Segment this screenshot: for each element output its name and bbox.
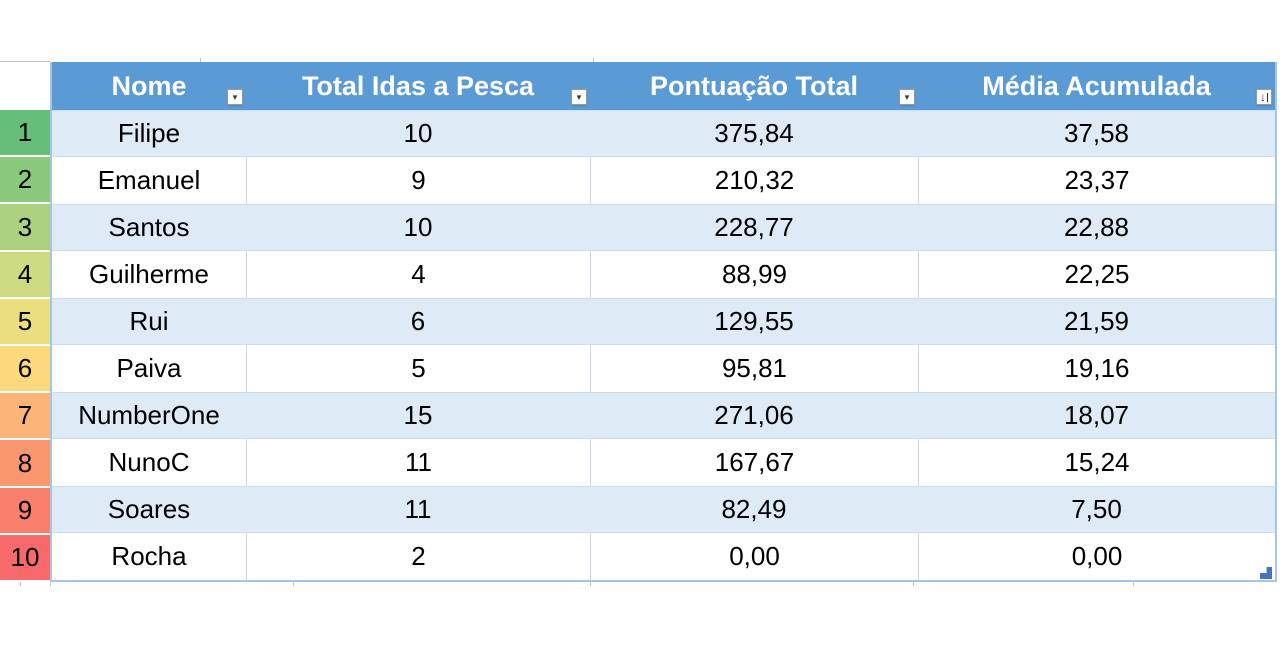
rank-cell[interactable]: 2 — [0, 155, 50, 203]
cell-pontuacao[interactable]: 88,99 — [590, 251, 918, 298]
gridline-stub — [20, 582, 21, 586]
cell-pontuacao[interactable]: 95,81 — [590, 345, 918, 392]
cell-total_idas[interactable]: 11 — [404, 494, 432, 524]
column-header-label: Total Idas a Pesca — [301, 70, 535, 101]
rank-cell[interactable]: 8 — [0, 438, 50, 486]
cell-media[interactable]: 22,25 — [918, 251, 1275, 298]
cell-total_idas[interactable]: 9 — [246, 157, 590, 204]
table-header-row: Nome ▾ Total Idas a Pesca ▾ Pontuação Total ▾… — [52, 62, 1275, 110]
cell-pontuacao[interactable]: 210,32 — [590, 157, 918, 204]
cell-pontuacao[interactable]: 375,84 — [714, 118, 794, 148]
table-row: Santos 10 228,77 22,88 — [52, 204, 1275, 251]
cell-total_idas[interactable]: 11 — [246, 439, 590, 486]
cell-pontuacao[interactable]: 271,06 — [714, 400, 794, 430]
table-row: Filipe 10 375,84 37,58 — [52, 110, 1275, 157]
cell-pontuacao[interactable]: 167,67 — [590, 439, 918, 486]
gridline-stub — [913, 582, 914, 586]
rank-cell[interactable]: 5 — [0, 296, 50, 345]
rank-cell[interactable]: 9 — [0, 485, 50, 533]
column-header-label: Nome — [111, 70, 187, 101]
column-header-total_idas[interactable]: Total Idas a Pesca ▾ — [246, 62, 590, 110]
gridline-stub — [50, 582, 51, 586]
rank-cell[interactable]: 7 — [0, 391, 50, 439]
cell-media[interactable]: 15,24 — [918, 439, 1275, 486]
cell-total_idas[interactable]: 4 — [246, 251, 590, 298]
cell-media[interactable]: 21,59 — [1063, 306, 1130, 336]
table-row: NumberOne 15 271,06 18,07 — [52, 392, 1275, 439]
cell-media[interactable]: 19,16 — [918, 345, 1275, 392]
cell-pontuacao[interactable]: 0,00 — [590, 533, 918, 580]
cell-nome[interactable]: Guilherme — [89, 259, 209, 289]
column-header-pontuacao[interactable]: Pontuação Total ▾ — [590, 62, 918, 110]
gridline-stub — [593, 58, 594, 62]
column-header-nome[interactable]: Nome ▾ — [52, 62, 246, 110]
cell-nome[interactable]: Filipe — [117, 118, 181, 148]
gridline-stub — [200, 58, 201, 62]
rank-cell[interactable]: 3 — [0, 202, 50, 250]
filter-dropdown-icon[interactable]: ▾ — [227, 89, 243, 105]
column-header-label: Pontuação Total — [649, 70, 858, 101]
cell-nome[interactable]: Rocha — [111, 541, 187, 571]
cell-media[interactable]: 23,37 — [918, 157, 1275, 204]
table-row: Rocha 2 0,00 0,00 — [52, 533, 1275, 580]
table-row: Paiva 5 95,81 19,16 — [52, 345, 1275, 392]
cell-nome[interactable]: Paiva — [116, 353, 182, 383]
cell-nome[interactable]: Emanuel — [97, 165, 201, 195]
filter-dropdown-icon[interactable]: ▾ — [571, 89, 587, 105]
corner-cell[interactable] — [0, 61, 50, 110]
cell-total_idas[interactable]: 5 — [246, 345, 590, 392]
cell-nome[interactable]: Rui — [129, 306, 169, 336]
rank-cell[interactable]: 4 — [0, 249, 50, 297]
cell-media[interactable]: 7,50 — [1071, 494, 1122, 524]
sort-bar-glyph — [1267, 92, 1268, 102]
cell-pontuacao[interactable]: 228,77 — [714, 212, 794, 242]
filter-dropdown-icon[interactable]: ▾ — [899, 89, 915, 105]
column-header-label: Média Acumulada — [982, 70, 1211, 101]
cell-total_idas[interactable]: 6 — [410, 306, 426, 336]
cell-nome[interactable]: NunoC — [108, 447, 190, 477]
cell-pontuacao[interactable]: 129,55 — [714, 306, 794, 336]
cell-total_idas[interactable]: 2 — [246, 533, 590, 580]
table-row: Emanuel 9 210,32 23,37 — [52, 157, 1275, 204]
cell-pontuacao[interactable]: 82,49 — [721, 494, 787, 524]
table-row: Soares 11 82,49 7,50 — [52, 486, 1275, 533]
cell-media[interactable]: 0,00 — [918, 533, 1275, 580]
cell-media[interactable]: 22,88 — [1063, 212, 1130, 242]
rank-cell[interactable]: 1 — [0, 110, 50, 156]
cell-media[interactable]: 37,58 — [1063, 118, 1130, 148]
cell-nome[interactable]: NumberOne — [78, 400, 220, 430]
gridline-stub — [590, 582, 591, 586]
cell-nome[interactable]: Santos — [108, 212, 190, 242]
rank-column: 1 2 3 4 5 6 7 8 9 10 — [0, 110, 50, 581]
table-body: Filipe 10 375,84 37,58 Emanuel 9 210,32 23,37 Sa… — [52, 110, 1275, 580]
rank-cell[interactable]: 10 — [0, 532, 50, 581]
data-table: Nome ▾ Total Idas a Pesca ▾ Pontuação Total ▾… — [50, 62, 1277, 582]
table-row: Rui 6 129,55 21,59 — [52, 298, 1275, 345]
sort-down-icon[interactable]: ↓ — [1256, 89, 1272, 105]
cell-nome[interactable]: Soares — [107, 494, 191, 524]
table-row: Guilherme 4 88,99 22,25 — [52, 251, 1275, 298]
column-header-media[interactable]: Média Acumulada ↓ — [918, 62, 1275, 110]
cell-media[interactable]: 18,07 — [1063, 400, 1130, 430]
gridline-stub — [1133, 582, 1134, 586]
gridline-stub — [293, 582, 294, 586]
rank-cell[interactable]: 6 — [0, 344, 50, 392]
cell-total_idas[interactable]: 15 — [403, 400, 433, 430]
cell-total_idas[interactable]: 10 — [403, 118, 433, 148]
cell-total_idas[interactable]: 10 — [403, 212, 433, 242]
table-row: NunoC 11 167,67 15,24 — [52, 439, 1275, 486]
